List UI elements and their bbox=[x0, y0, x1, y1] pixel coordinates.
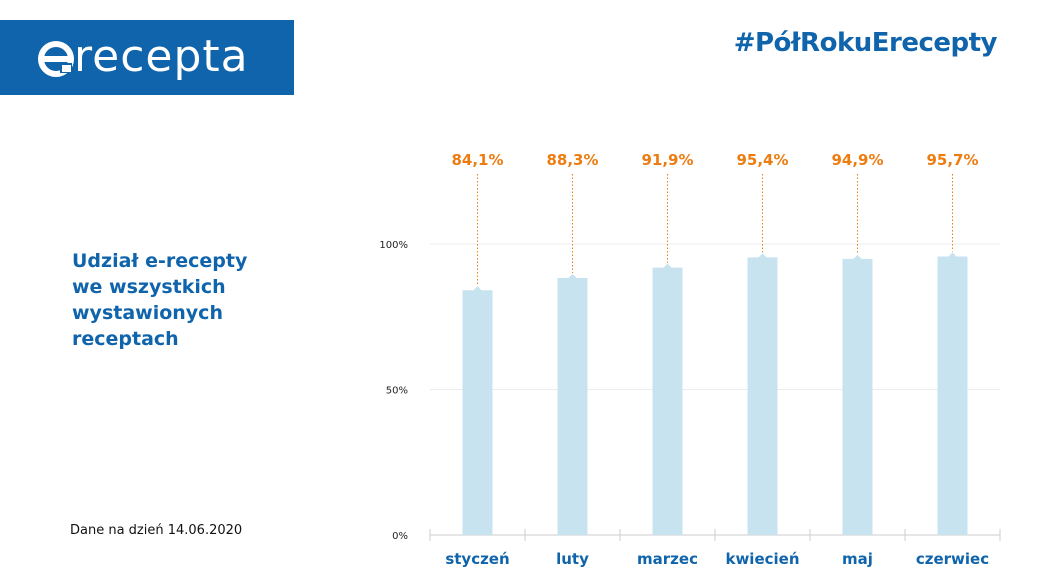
bar bbox=[462, 286, 493, 535]
bar bbox=[652, 263, 683, 535]
bar bbox=[557, 274, 588, 535]
e-logo-icon bbox=[38, 41, 74, 77]
x-tick-label: kwiecień bbox=[725, 550, 799, 568]
bar-chart: 0% 50% 100% 84,1% styczeń 88,3% luty 91,9% marze… bbox=[379, 151, 1001, 568]
bar bbox=[842, 254, 873, 535]
x-tick-label: maj bbox=[842, 550, 873, 568]
data-label: 91,9% bbox=[641, 151, 693, 169]
logo-banner: recepta bbox=[0, 20, 294, 95]
y-tick-label: 50% bbox=[386, 386, 408, 397]
bar bbox=[937, 252, 968, 535]
chart-title: Udział e-recepty we wszystkich wystawion… bbox=[72, 250, 248, 350]
x-tick-label: czerwiec bbox=[916, 550, 989, 568]
x-tick-label: marzec bbox=[637, 550, 698, 568]
x-tick-label: luty bbox=[556, 550, 589, 568]
y-tick-label: 100% bbox=[379, 240, 408, 251]
logo-text: recepta bbox=[74, 31, 249, 82]
y-tick-label: 0% bbox=[392, 531, 408, 542]
data-label: 94,9% bbox=[831, 151, 883, 169]
x-tick-label: styczeń bbox=[445, 550, 509, 568]
data-label: 95,7% bbox=[926, 151, 978, 169]
bar bbox=[747, 253, 778, 536]
data-label: 84,1% bbox=[451, 151, 503, 169]
data-label: 95,4% bbox=[736, 151, 788, 169]
data-date-note: Dane na dzień 14.06.2020 bbox=[70, 523, 243, 538]
hashtag-title: #PółRokuErecepty bbox=[733, 28, 998, 58]
data-label: 88,3% bbox=[546, 151, 598, 169]
